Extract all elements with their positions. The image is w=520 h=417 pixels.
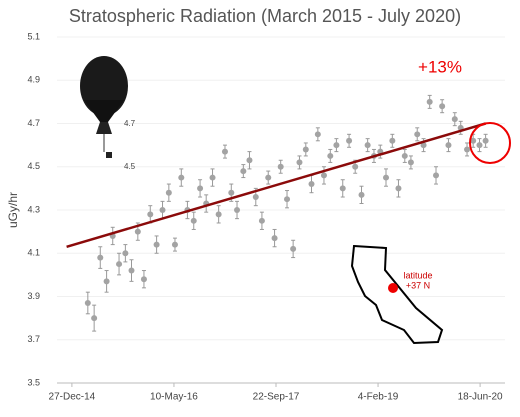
annotation: 4.7 — [124, 119, 136, 128]
data-point — [265, 174, 272, 181]
data-point — [209, 174, 216, 181]
data-point — [445, 142, 452, 149]
data-point — [476, 142, 483, 149]
y-tick-label: 4.1 — [27, 248, 40, 258]
data-point — [221, 148, 228, 155]
data-point — [414, 131, 421, 138]
data-point — [252, 194, 259, 201]
data-point — [178, 174, 185, 181]
y-tick-label: 3.9 — [27, 291, 40, 301]
data-point — [339, 185, 346, 192]
data-point — [122, 250, 129, 257]
annotation: 4.5 — [124, 162, 136, 171]
data-point — [364, 142, 371, 149]
data-point — [153, 241, 160, 248]
location-marker — [388, 283, 398, 293]
data-point — [290, 245, 297, 252]
data-point — [389, 137, 396, 144]
data-point — [246, 157, 253, 164]
x-tick-label: 22-Sep-17 — [253, 392, 300, 403]
data-point — [470, 137, 477, 144]
data-point — [451, 116, 458, 123]
y-tick-label: 4.9 — [27, 75, 40, 85]
data-point — [320, 172, 327, 179]
data-point — [433, 172, 440, 179]
data-point — [190, 217, 197, 224]
annotation: +13% — [418, 57, 462, 76]
data-point — [277, 163, 284, 170]
data-point — [171, 241, 178, 248]
data-point — [271, 235, 278, 242]
data-point — [327, 152, 334, 159]
data-point — [407, 159, 414, 166]
data-point — [296, 159, 303, 166]
data-point — [420, 142, 427, 149]
california-outline — [350, 244, 444, 345]
y-tick-label: 4.5 — [27, 161, 40, 171]
data-point — [333, 142, 340, 149]
data-point — [258, 217, 265, 224]
data-point — [165, 189, 172, 196]
balloon — [80, 56, 128, 158]
y-tick-label: 3.5 — [27, 377, 40, 387]
data-point — [308, 181, 315, 188]
x-tick-label: 18-Jun-20 — [458, 392, 503, 403]
data-point — [464, 146, 471, 153]
annotation: latitude — [403, 270, 432, 280]
data-point — [134, 228, 141, 235]
data-point — [284, 196, 291, 203]
data-point — [128, 267, 135, 274]
data-point — [401, 152, 408, 159]
chart-title: Stratospheric Radiation (March 2015 - Ju… — [69, 6, 461, 26]
data-point — [234, 207, 241, 213]
data-point — [426, 98, 433, 105]
data-point — [147, 211, 154, 218]
data-point — [240, 168, 247, 175]
data-point — [439, 103, 446, 110]
data-point — [215, 211, 222, 218]
highlight-circle — [469, 122, 511, 164]
y-tick-label: 3.7 — [27, 334, 40, 344]
data-point — [159, 207, 166, 213]
data-point — [346, 137, 353, 144]
data-point — [97, 254, 104, 261]
data-point — [91, 315, 98, 322]
data-point — [140, 276, 147, 283]
data-point — [352, 163, 359, 170]
data-point — [84, 299, 91, 306]
y-tick-label: 4.3 — [27, 204, 40, 214]
y-tick-label: 4.7 — [27, 118, 40, 128]
data-point — [383, 174, 390, 181]
trend-line — [66, 122, 486, 248]
y-tick-label: 5.1 — [27, 31, 40, 41]
data-point — [103, 278, 110, 285]
x-tick-label: 4-Feb-19 — [358, 392, 399, 403]
x-tick-label: 10-May-16 — [150, 392, 198, 403]
data-point — [302, 146, 309, 153]
data-point — [395, 185, 402, 192]
x-tick-label: 27-Dec-14 — [49, 392, 96, 403]
data-point — [116, 261, 123, 268]
y-axis-label: uGy/hr — [6, 192, 20, 228]
annotation: +37 N — [406, 280, 430, 290]
data-point — [314, 131, 321, 138]
data-point — [197, 185, 204, 192]
data-point — [482, 137, 489, 144]
plot: 3.5 3.7 3.9 4.1 4.3 4.5 4.7 4.9 5.1 27-Dec-14 10-M… — [27, 31, 505, 403]
data-point — [358, 191, 365, 198]
data-point — [228, 189, 235, 196]
